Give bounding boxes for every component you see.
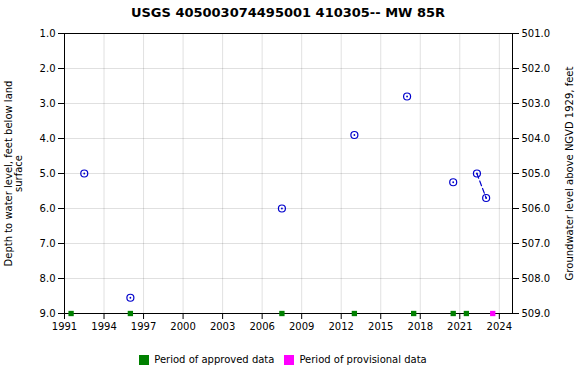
svg-text:4.0: 4.0 — [40, 133, 56, 144]
svg-text:3.0: 3.0 — [40, 98, 56, 109]
svg-text:9.0: 9.0 — [40, 308, 56, 319]
svg-text:7.0: 7.0 — [40, 238, 56, 249]
svg-text:2003: 2003 — [210, 321, 235, 332]
svg-text:505.0: 505.0 — [522, 168, 551, 179]
svg-text:1991: 1991 — [52, 321, 77, 332]
svg-text:1.0: 1.0 — [40, 28, 56, 39]
svg-text:2018: 2018 — [408, 321, 433, 332]
svg-text:2.0: 2.0 — [40, 63, 56, 74]
svg-text:2009: 2009 — [289, 321, 314, 332]
svg-text:Depth to water level, feet bel: Depth to water level, feet below landsur… — [3, 81, 24, 267]
svg-text:508.0: 508.0 — [522, 273, 551, 284]
svg-text:2006: 2006 — [249, 321, 274, 332]
svg-text:501.0: 501.0 — [522, 28, 551, 39]
svg-text:5.0: 5.0 — [40, 168, 56, 179]
svg-text:2024: 2024 — [487, 321, 512, 332]
svg-text:2021: 2021 — [447, 321, 472, 332]
html-text:Period of provisional data: Period of provisional data — [299, 354, 427, 365]
svg-text:506.0: 506.0 — [522, 203, 551, 214]
svg-text:502.0: 502.0 — [522, 63, 551, 74]
svg-text:2015: 2015 — [368, 321, 393, 332]
svg-text:509.0: 509.0 — [522, 308, 551, 319]
svg-text:507.0: 507.0 — [522, 238, 551, 249]
svg-text:Groundwater level above NGVD 1: Groundwater level above NGVD 1929, feet — [564, 67, 575, 281]
svg-text:2000: 2000 — [170, 321, 195, 332]
svg-text:8.0: 8.0 — [40, 273, 56, 284]
svg-text:504.0: 504.0 — [522, 133, 551, 144]
svg-text:1997: 1997 — [131, 321, 156, 332]
html-text:Period of approved data: Period of approved data — [154, 354, 275, 365]
svg-text:1994: 1994 — [91, 321, 116, 332]
svg-text:2012: 2012 — [328, 321, 353, 332]
svg-text:6.0: 6.0 — [40, 203, 56, 214]
svg-text:503.0: 503.0 — [522, 98, 551, 109]
html-text:USGS 405003074495001 410305--: USGS 405003074495001 410305-- MW 85R — [130, 5, 446, 20]
